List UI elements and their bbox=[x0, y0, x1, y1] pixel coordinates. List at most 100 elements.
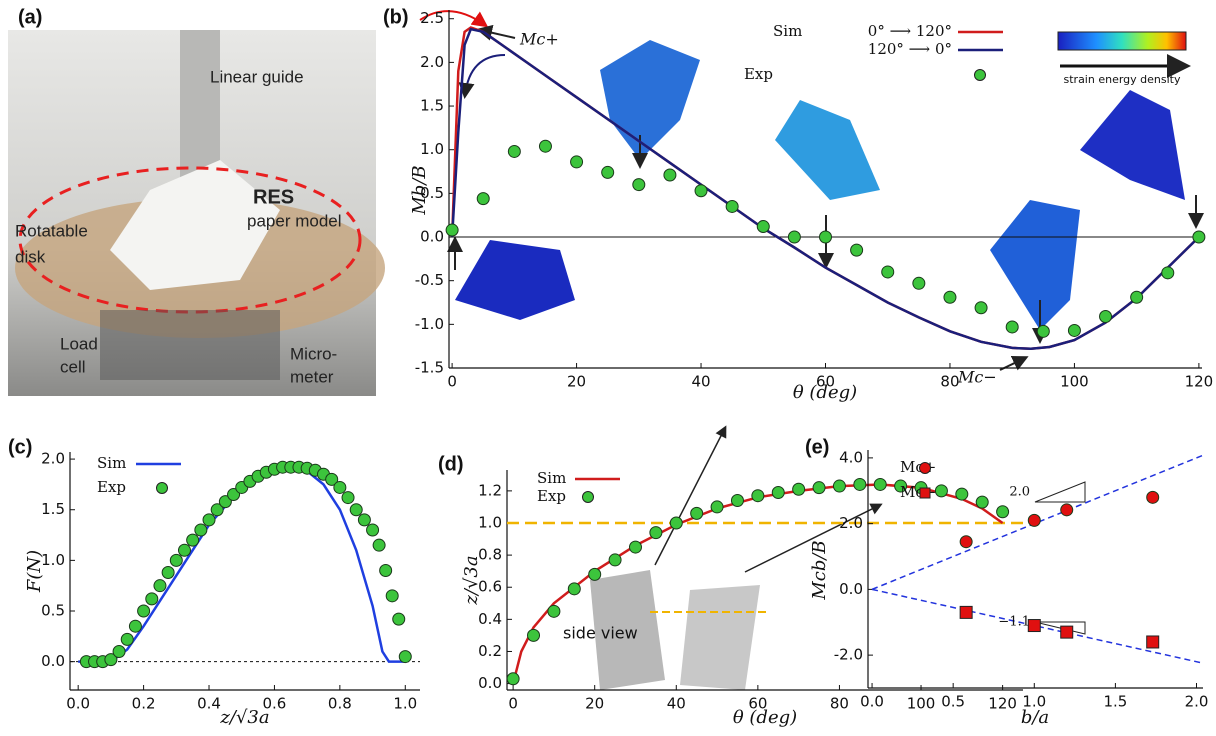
legend-swatch bbox=[583, 492, 594, 503]
panel-label: (e) bbox=[805, 436, 829, 458]
marker bbox=[1193, 231, 1205, 243]
photo-label: RES bbox=[253, 186, 294, 208]
y-tick-label: 1.2 bbox=[478, 481, 502, 499]
marker bbox=[664, 169, 676, 181]
colorbar bbox=[1058, 32, 1186, 50]
marker bbox=[1061, 626, 1073, 638]
x-tick-label: 0.4 bbox=[197, 695, 221, 713]
marker bbox=[154, 580, 166, 592]
x-tick-label: 0.5 bbox=[941, 693, 965, 711]
legend-label: 0° ⟶ 120° bbox=[868, 22, 952, 40]
x-tick-label: 0.8 bbox=[328, 695, 352, 713]
legend-label: Mc− bbox=[900, 483, 936, 501]
series-line bbox=[513, 485, 1003, 684]
marker bbox=[113, 646, 125, 658]
marker bbox=[752, 490, 764, 502]
y-axis-label: F(N) bbox=[24, 550, 45, 593]
marker bbox=[633, 179, 645, 191]
annotation: Mc+ bbox=[519, 30, 559, 49]
inset-shape bbox=[1080, 90, 1185, 200]
marker bbox=[162, 567, 174, 579]
marker bbox=[1037, 325, 1049, 337]
y-tick-label: 0.5 bbox=[41, 602, 65, 620]
marker bbox=[711, 501, 723, 513]
legend-label: 120° ⟶ 0° bbox=[868, 40, 952, 58]
x-axis-label: b/a bbox=[1021, 707, 1049, 728]
marker bbox=[772, 486, 784, 498]
marker bbox=[1006, 321, 1018, 333]
x-tick-label: 2.0 bbox=[1185, 693, 1209, 711]
x-tick-label: 1.0 bbox=[393, 695, 417, 713]
marker bbox=[670, 517, 682, 529]
marker bbox=[960, 606, 972, 618]
x-tick-label: 80 bbox=[940, 373, 959, 391]
marker bbox=[146, 593, 158, 605]
marker bbox=[178, 544, 190, 556]
legend-swatch bbox=[157, 483, 168, 494]
y-tick-label: 2.5 bbox=[420, 9, 444, 27]
legend-swatch bbox=[920, 463, 931, 474]
legend-swatch bbox=[975, 70, 986, 81]
photo-label: Micro- bbox=[290, 344, 337, 363]
marker bbox=[507, 673, 519, 685]
marker bbox=[334, 481, 346, 493]
marker bbox=[195, 524, 207, 536]
marker bbox=[1131, 291, 1143, 303]
marker bbox=[997, 506, 1009, 518]
marker bbox=[508, 145, 520, 157]
marker bbox=[342, 492, 354, 504]
x-tick-label: 100 bbox=[1060, 373, 1089, 391]
panel-label: (b) bbox=[383, 6, 409, 28]
legend-label: Exp bbox=[744, 65, 773, 83]
fit-label: −1.1 bbox=[998, 615, 1030, 630]
marker bbox=[571, 156, 583, 168]
x-tick-label: 0.0 bbox=[860, 693, 884, 711]
legend-label: Sim bbox=[97, 454, 126, 472]
marker bbox=[935, 485, 947, 497]
marker bbox=[138, 605, 150, 617]
marker bbox=[731, 495, 743, 507]
photo-label: paper model bbox=[247, 211, 342, 230]
marker bbox=[629, 541, 641, 553]
legend-label: Sim bbox=[537, 469, 566, 487]
inset-shape bbox=[990, 200, 1080, 330]
inset-shape bbox=[680, 585, 760, 690]
legend-label: Exp bbox=[537, 487, 566, 505]
marker bbox=[975, 302, 987, 314]
marker bbox=[1162, 267, 1174, 279]
marker bbox=[129, 620, 141, 632]
marker bbox=[602, 166, 614, 178]
marker bbox=[373, 539, 385, 551]
photo-label: meter bbox=[290, 367, 334, 386]
marker bbox=[568, 583, 580, 595]
photo-label: Load bbox=[60, 334, 98, 353]
y-tick-label: 0.0 bbox=[41, 652, 65, 670]
x-axis-label: θ (deg) bbox=[733, 707, 797, 728]
y-tick-label: 0.0 bbox=[420, 228, 444, 246]
y-tick-label: -1.5 bbox=[415, 359, 444, 377]
y-axis-label: Mcb/B bbox=[809, 540, 830, 600]
marker bbox=[874, 478, 886, 490]
photo-label: cell bbox=[60, 357, 86, 376]
marker bbox=[695, 185, 707, 197]
legend-swatch bbox=[920, 488, 930, 498]
marker bbox=[358, 514, 370, 526]
marker bbox=[976, 496, 988, 508]
marker bbox=[367, 524, 379, 536]
legend-label: Exp bbox=[97, 478, 126, 496]
marker bbox=[820, 231, 832, 243]
base bbox=[100, 310, 280, 380]
marker bbox=[393, 613, 405, 625]
x-tick-label: 0.2 bbox=[132, 695, 156, 713]
fit-label: 2.0 bbox=[1009, 485, 1030, 500]
marker bbox=[691, 507, 703, 519]
e-triangles bbox=[1035, 482, 1085, 634]
inset-shape bbox=[775, 100, 880, 200]
y-tick-label: 1.0 bbox=[478, 513, 502, 531]
marker bbox=[477, 193, 489, 205]
marker bbox=[1028, 514, 1040, 526]
marker bbox=[726, 200, 738, 212]
y-tick-label: 0.2 bbox=[478, 642, 502, 660]
arrow bbox=[655, 428, 725, 565]
photo-label: Linear guide bbox=[210, 67, 304, 86]
